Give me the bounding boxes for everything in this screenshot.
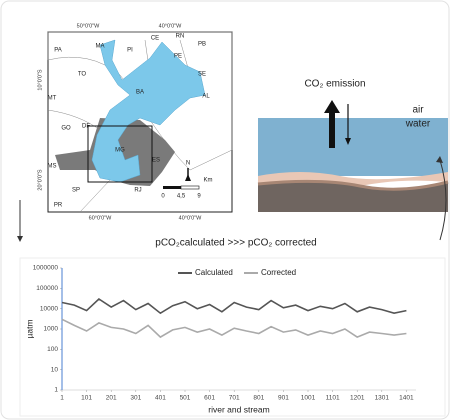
coord-label: 60°0'0"W (89, 215, 112, 221)
y-tick-label: 1 (54, 387, 58, 394)
x-tick-label: 1201 (350, 395, 365, 402)
x-tick-label: 601 (204, 395, 215, 402)
y-axis-label: µatm (24, 319, 34, 338)
scale-bar (181, 186, 199, 189)
air-label: air (412, 105, 424, 116)
legend-label: Corrected (261, 268, 296, 277)
coord-label: 40°0'0"W (159, 23, 182, 29)
y-tick-label: 1000000 (33, 265, 59, 272)
x-tick-label: 501 (180, 395, 191, 402)
y-tick-label: 1000 (44, 326, 59, 333)
state-label: MT (48, 96, 57, 102)
y-tick-label: 100000 (36, 285, 58, 292)
state-label: ES (152, 158, 160, 164)
scale-label: 4,5 (177, 194, 186, 200)
x-tick-label: 101 (81, 395, 92, 402)
y-tick-label: 10 (51, 366, 59, 373)
x-tick-label: 401 (155, 395, 166, 402)
state-label: PE (174, 54, 182, 60)
state-label: PB (198, 42, 206, 48)
y-tick-label: 100 (47, 346, 58, 353)
state-label: PR (54, 203, 63, 209)
state-label: MG (115, 148, 125, 154)
x-tick-label: 1301 (375, 395, 390, 402)
caption: pCO₂calculated >>> pCO₂ corrected (155, 238, 316, 249)
map (48, 32, 232, 212)
legend-label: Calculated (195, 268, 233, 277)
coord-label: 10°0'0"S (37, 69, 43, 90)
state-label: SE (198, 72, 206, 78)
state-label: RJ (134, 188, 141, 194)
coord-label: 50°0'0"W (77, 23, 100, 29)
state-label: MA (96, 44, 105, 50)
state-label: PA (54, 48, 62, 54)
state-label: RN (176, 34, 185, 40)
scale-unit: Km (204, 178, 213, 184)
state-label: SP (72, 188, 80, 194)
emission-label: CO₂ emission (304, 79, 365, 90)
emission-arrow (329, 112, 335, 148)
water-label: water (405, 119, 431, 130)
x-tick-label: 701 (229, 395, 240, 402)
chart-frame (20, 258, 445, 416)
coord-label: 20°0'0"S (37, 169, 43, 190)
state-label: AL (202, 94, 210, 100)
coord-label: 40°0'0"W (179, 215, 202, 221)
graphical-abstract: CO₂ emission air water pCO₂calculated >>… (0, 0, 450, 420)
x-tick-label: 901 (278, 395, 289, 402)
x-tick-label: 1401 (399, 395, 414, 402)
page: { "map": { "states": ["PA", "MA", "PI", … (0, 0, 450, 420)
state-label: PI (127, 48, 133, 54)
state-label: MS (48, 164, 57, 170)
state-label: TO (78, 72, 87, 78)
x-tick-label: 201 (106, 395, 117, 402)
north-label: N (186, 161, 190, 167)
x-axis-label: river and stream (208, 404, 269, 414)
x-tick-label: 301 (130, 395, 141, 402)
x-tick-label: 1001 (301, 395, 316, 402)
state-label: DF (82, 124, 90, 130)
state-label: GO (61, 126, 71, 132)
state-label: CE (151, 36, 159, 42)
x-tick-label: 1 (60, 395, 64, 402)
scale-bar (163, 186, 181, 189)
y-tick-label: 10000 (40, 305, 58, 312)
state-label: BA (136, 90, 144, 96)
x-tick-label: 801 (253, 395, 264, 402)
x-tick-label: 1101 (326, 395, 340, 402)
